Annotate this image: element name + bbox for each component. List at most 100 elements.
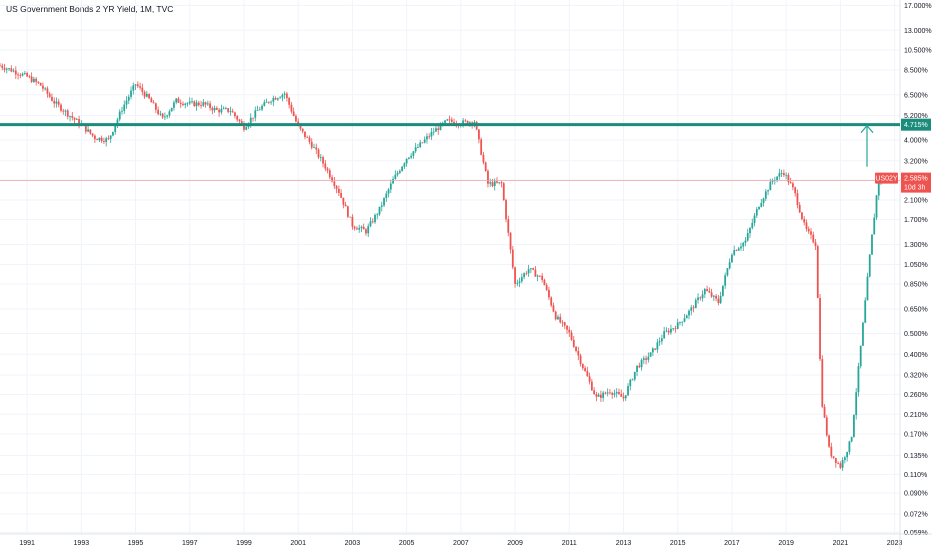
candle-body	[351, 216, 354, 227]
candle-body	[150, 98, 153, 103]
candle-body	[290, 104, 293, 112]
candle-body	[710, 292, 713, 297]
candle-body	[742, 242, 745, 247]
candle-body	[261, 105, 263, 110]
candle-body	[134, 84, 137, 86]
candle-body	[685, 315, 688, 319]
y-tick-label: 0.059%	[904, 530, 928, 537]
candle-body	[816, 246, 819, 298]
candle-body	[837, 462, 840, 464]
candle-body	[376, 214, 379, 216]
candle-body	[369, 221, 372, 227]
candle-body	[195, 102, 198, 107]
candle-body	[807, 228, 810, 232]
candle-body	[733, 250, 736, 255]
candle-body	[32, 78, 35, 82]
candle-body	[464, 120, 467, 122]
candle-body	[487, 170, 489, 184]
candle-body	[276, 98, 279, 100]
candle-body	[566, 325, 568, 330]
symbol-tag-label: US02Y	[875, 176, 898, 183]
candle-body	[814, 242, 817, 247]
candle-body	[554, 311, 557, 320]
candle-body	[728, 262, 731, 269]
candle-body	[703, 289, 706, 295]
candle-body	[383, 198, 385, 206]
candle-body	[841, 459, 844, 468]
candle-body	[642, 358, 645, 360]
y-tick-label: 0.850%	[904, 282, 928, 289]
candle-body	[776, 176, 779, 181]
candle-body	[252, 117, 254, 119]
candle-body	[378, 206, 381, 215]
price-tag	[901, 172, 931, 193]
candle-body	[575, 346, 577, 351]
candle-body	[37, 81, 40, 83]
candle-body	[322, 157, 324, 164]
candle-body	[356, 228, 358, 230]
y-tick-label: 0.135%	[904, 453, 928, 460]
y-tick-label: 0.500%	[904, 331, 928, 338]
candle-body	[428, 136, 431, 138]
candle-body	[10, 68, 13, 72]
candle-body	[281, 94, 284, 98]
candle-body	[843, 457, 846, 460]
x-tick-label: 2009	[507, 540, 523, 547]
candle-body	[672, 328, 675, 330]
candle-body	[862, 322, 864, 346]
candle-body	[240, 121, 243, 124]
x-tick-label: 2013	[616, 540, 632, 547]
y-tick-label: 17.000%	[904, 3, 932, 10]
candle-body	[130, 90, 132, 97]
y-tick-label: 0.090%	[904, 491, 928, 498]
candle-body	[42, 85, 44, 89]
candle-body	[28, 76, 31, 78]
candle-body	[170, 107, 173, 112]
candle-body	[48, 93, 51, 97]
candle-body	[737, 248, 740, 251]
y-tick-label: 0.210%	[904, 412, 928, 419]
candle-body	[715, 295, 718, 299]
candle-body	[609, 392, 611, 394]
candle-body	[489, 182, 492, 184]
candle-body	[527, 269, 530, 274]
candle-body	[299, 125, 302, 129]
candle-body	[367, 226, 370, 234]
candle-body	[324, 163, 327, 169]
candle-body	[782, 173, 785, 176]
candle-body	[326, 168, 329, 171]
candle-body	[850, 436, 853, 442]
candle-body	[798, 204, 801, 213]
candle-body	[179, 102, 182, 104]
candle-body	[753, 215, 756, 223]
candle-body	[211, 108, 214, 111]
candle-body	[645, 358, 647, 360]
candle-body	[658, 341, 661, 343]
candle-body	[243, 123, 245, 130]
candle-body	[17, 74, 19, 76]
candle-body	[21, 73, 24, 76]
candle-body	[394, 174, 397, 180]
candle-body	[0, 65, 1, 67]
candle-body	[868, 254, 871, 277]
candle-body	[333, 181, 336, 187]
candle-body	[35, 78, 38, 82]
candle-body	[559, 316, 562, 323]
candle-body	[825, 417, 828, 436]
candle-body	[731, 254, 733, 263]
candle-body	[717, 298, 720, 303]
candle-body	[19, 74, 22, 76]
candle-body	[249, 117, 252, 124]
candle-body	[760, 202, 763, 207]
candle-body	[561, 322, 564, 324]
candle-body	[649, 352, 652, 357]
candle-body	[238, 119, 241, 122]
candle-body	[545, 285, 548, 290]
candle-body	[109, 135, 112, 139]
candle-body	[667, 330, 670, 333]
candle-body	[44, 88, 47, 90]
candle-body	[590, 381, 593, 391]
candle-body	[819, 297, 821, 360]
chart-title: US Government Bonds 2 YR Yield, 1M, TVC	[6, 4, 174, 14]
